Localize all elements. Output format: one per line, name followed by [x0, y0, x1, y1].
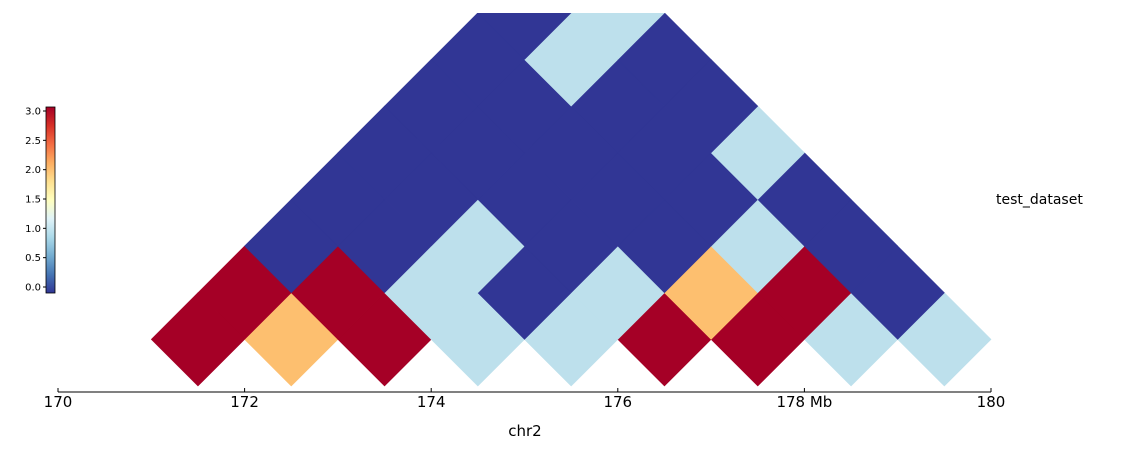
colorbar: 0.0 0.5 1.0 1.5 2.0 2.5 3.0 [25, 106, 56, 294]
colorbar-tick-label: 3.0 [25, 107, 41, 118]
x-axis-ticks: 170 172 174 176 178 Mb 180 [44, 388, 1006, 411]
colorbar-ticks: 0.0 0.5 1.0 1.5 2.0 2.5 3.0 [25, 107, 46, 294]
colorbar-tick-label: 0.0 [25, 283, 41, 294]
colorbar-tick-label: 1.5 [25, 195, 41, 206]
x-axis-title: chr2 [508, 422, 541, 440]
x-tick-label: 170 [44, 393, 73, 411]
track-label: test_dataset [996, 192, 1083, 208]
colorbar-tick-label: 1.0 [25, 224, 41, 235]
heatmap-cells [150, 13, 992, 387]
x-tick-label: 180 [977, 393, 1006, 411]
heatmap-cell [477, 13, 572, 60]
heatmap-cell [570, 13, 572, 14]
x-tick-label: 174 [417, 393, 446, 411]
x-tick-label: 178 Mb [776, 393, 832, 411]
colorbar-tick-label: 2.0 [25, 165, 41, 176]
heatmap-cell [570, 13, 665, 60]
colorbar-gradient [45, 106, 56, 294]
colorbar-tick-label: 0.5 [25, 253, 41, 264]
x-axis: 170 172 174 176 178 Mb 180 [44, 388, 1006, 411]
colorbar-tick-label: 2.5 [25, 136, 41, 147]
x-tick-label: 176 [603, 393, 632, 411]
x-tick-label: 172 [230, 393, 259, 411]
